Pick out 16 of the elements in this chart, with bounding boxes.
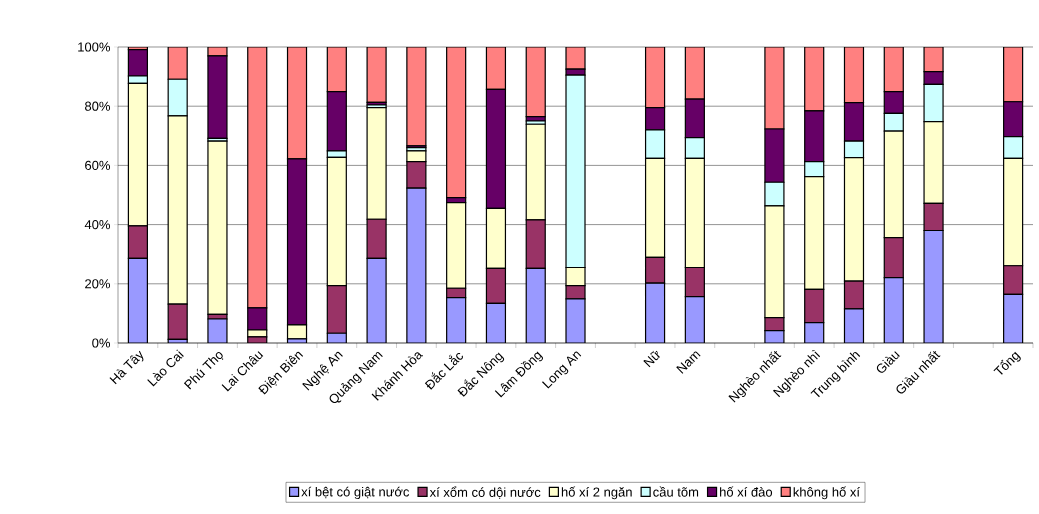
legend-label: hố xí đào bbox=[720, 486, 773, 497]
legend-label: không hố xí bbox=[793, 486, 860, 500]
x-tick-label: Lào Cai bbox=[147, 349, 184, 387]
x-tick-label: Nữ bbox=[643, 350, 661, 368]
legend-label: xí bệt có giật nước bbox=[301, 486, 410, 500]
legend-label: xí xổm có dội nước bbox=[429, 486, 541, 499]
legend-label: hố xí 2 ngăn bbox=[561, 486, 632, 500]
y-tick-label: 40% bbox=[84, 220, 111, 230]
legend-label: cầu tõm bbox=[653, 486, 699, 497]
y-tick-label: 20% bbox=[85, 279, 111, 289]
x-tick-label: Hà Tây bbox=[109, 350, 144, 385]
y-tick-label: 80% bbox=[85, 101, 111, 111]
y-tick-label: 0% bbox=[92, 338, 111, 348]
y-tick-label: 60% bbox=[85, 160, 111, 170]
x-tick-label: Giàu bbox=[876, 351, 900, 373]
y-tick-label: 100% bbox=[78, 42, 111, 52]
